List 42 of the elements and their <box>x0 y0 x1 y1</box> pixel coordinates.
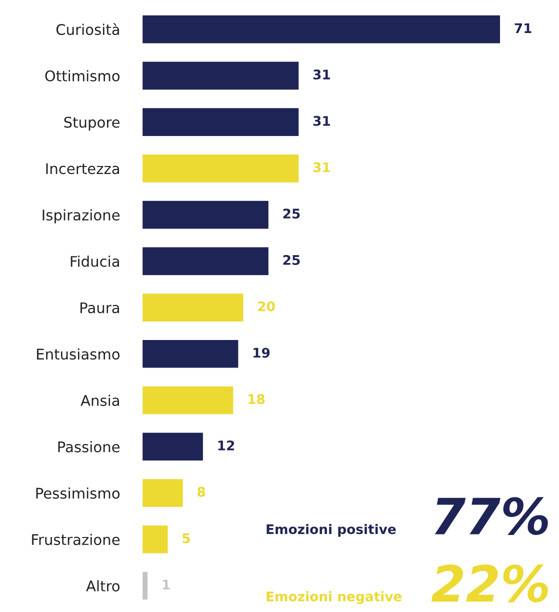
y-tick-label: Ottimismo <box>45 70 120 82</box>
y-tick-label: Ispirazione <box>42 209 120 224</box>
bar <box>142 432 203 461</box>
data-label: 31 <box>313 162 330 172</box>
y-tick-label: Entusiasmo <box>37 348 120 360</box>
bar <box>142 247 268 276</box>
annotation: Emozioni negative <box>266 591 402 604</box>
bar <box>142 294 244 322</box>
data-label: 25 <box>283 208 300 219</box>
annotation: 77% <box>434 497 548 535</box>
bar <box>142 15 500 44</box>
bar <box>142 108 299 136</box>
data-label: 31 <box>313 116 330 126</box>
y-tick-label: Pessimismo <box>36 487 120 499</box>
data-label: 5 <box>182 533 190 544</box>
data-label: 25 <box>283 255 300 265</box>
bar <box>142 525 168 554</box>
data-label: 8 <box>198 486 206 497</box>
bar <box>142 340 238 368</box>
bar <box>142 62 299 90</box>
data-label: 31 <box>313 70 330 80</box>
bar <box>142 479 183 507</box>
annotation: Emozioni positive <box>266 524 396 537</box>
data-label: 20 <box>258 301 275 312</box>
y-tick-label: Paura <box>80 302 119 314</box>
y-tick-label: Fiducia <box>70 256 119 267</box>
y-tick-label: Frustrazione <box>32 534 120 546</box>
y-tick-label: Passione <box>58 441 120 452</box>
bar <box>142 154 299 182</box>
data-label: 1 <box>162 580 170 590</box>
y-tick-label: Ansia <box>80 394 119 406</box>
y-tick-label: Altro <box>86 580 120 592</box>
y-tick-label: Stupore <box>64 116 120 131</box>
data-label: 18 <box>248 394 265 404</box>
y-tick-label: Curiosità <box>56 23 119 36</box>
annotation: 22% <box>431 564 548 602</box>
bar <box>142 200 268 229</box>
data-label: 12 <box>218 440 234 450</box>
bar <box>142 386 234 414</box>
data-label: 71 <box>514 23 532 33</box>
data-label: 19 <box>254 348 270 358</box>
y-tick-label: Incertezza <box>46 163 119 174</box>
